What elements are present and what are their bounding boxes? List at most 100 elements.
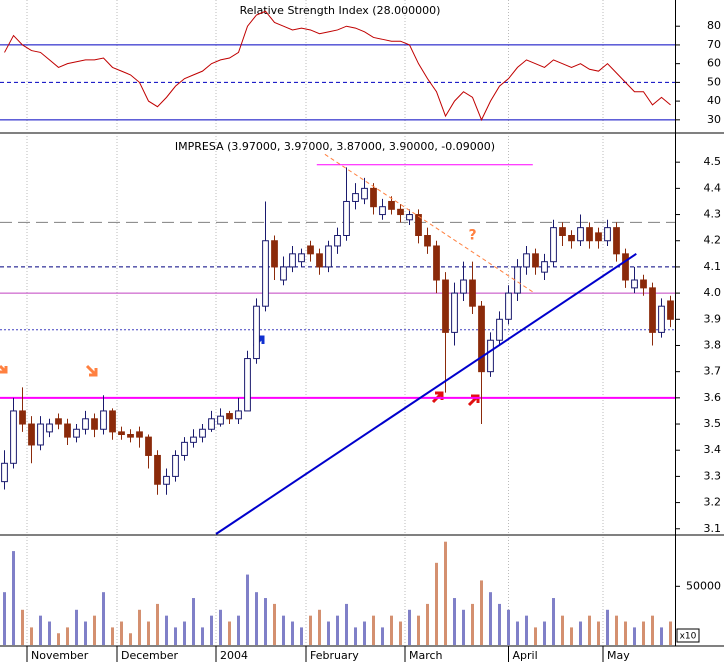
volume-bar xyxy=(48,621,51,645)
candle-body xyxy=(388,200,395,210)
volume-bar xyxy=(615,615,618,645)
scale-box xyxy=(676,628,700,643)
y-tick-label: 50000 xyxy=(686,579,721,592)
volume-bar xyxy=(516,621,519,645)
y-tick-label: 40 xyxy=(707,94,721,107)
rsi-line xyxy=(4,10,671,122)
volume-bar xyxy=(228,621,231,645)
volume-bar xyxy=(147,621,150,645)
volume-bar xyxy=(219,609,222,645)
y-tick-label: 4.1 xyxy=(704,260,722,273)
candle-body xyxy=(343,200,350,236)
volume-bar xyxy=(633,627,636,645)
candle-body xyxy=(559,227,566,236)
volume-bar xyxy=(210,615,213,645)
x-tick-label: February xyxy=(310,649,359,662)
y-tick-label: 3.4 xyxy=(704,443,722,456)
candle-body xyxy=(172,454,179,477)
volume-bar xyxy=(192,598,195,645)
candle-body xyxy=(415,214,422,236)
candle-body xyxy=(325,245,332,268)
y-tick-label: 3.1 xyxy=(704,522,722,535)
volume-bar xyxy=(237,615,240,645)
volume-bar xyxy=(336,615,339,645)
candle-body xyxy=(55,418,62,425)
volume-bar xyxy=(525,615,528,645)
volume-bar xyxy=(660,627,663,645)
candle-body xyxy=(532,253,539,268)
candle-body xyxy=(289,253,296,268)
candle-body xyxy=(469,279,476,307)
volume-bar xyxy=(138,609,141,645)
candle-body xyxy=(46,423,53,433)
candle-body xyxy=(631,279,638,289)
volume-bar xyxy=(318,609,321,645)
volume-bar xyxy=(21,609,24,645)
candle-body xyxy=(622,253,629,281)
volume-bar xyxy=(102,592,105,645)
candle-body xyxy=(460,279,467,294)
candle-body xyxy=(352,193,359,202)
volume-bar xyxy=(624,621,627,645)
volume-bar xyxy=(183,621,186,645)
candle-body xyxy=(271,240,278,268)
volume-bar xyxy=(246,574,249,645)
volume-bar xyxy=(426,603,429,645)
candle-body xyxy=(667,300,674,320)
volume-bar xyxy=(462,609,465,645)
y-tick-label: 4.4 xyxy=(704,181,722,194)
candle-body xyxy=(253,305,260,360)
y-tick-label: 3.2 xyxy=(704,496,722,509)
candle-body xyxy=(550,227,557,263)
volume-bar xyxy=(390,615,393,645)
volume-bar xyxy=(75,609,78,645)
volume-bar xyxy=(300,627,303,645)
volume-bar xyxy=(669,621,672,645)
candle-body xyxy=(37,423,44,446)
x-tick-label: April xyxy=(513,649,538,662)
candle-body xyxy=(145,436,152,456)
candle-body xyxy=(262,240,269,307)
volume-bar xyxy=(408,609,411,645)
volume-bar xyxy=(498,603,501,645)
volume-bar xyxy=(588,615,591,645)
candle-body xyxy=(244,358,251,412)
candle-body xyxy=(190,436,197,443)
candle-body xyxy=(298,253,305,263)
candle-body xyxy=(370,187,377,208)
volume-bar xyxy=(327,621,330,645)
volume-bar xyxy=(651,615,654,645)
candle-body xyxy=(505,292,512,320)
volume-bar xyxy=(561,615,564,645)
x-tick-label: December xyxy=(121,649,179,662)
y-tick-label: 3.8 xyxy=(704,338,722,351)
annotation: ? xyxy=(468,228,476,244)
volume-bar xyxy=(57,633,60,645)
volume-bar xyxy=(255,592,258,645)
candle-body xyxy=(478,305,485,373)
candle-body xyxy=(577,227,584,242)
volume-bar xyxy=(543,621,546,645)
volume-bar xyxy=(435,562,438,645)
candle-body xyxy=(307,245,314,255)
volume-bar xyxy=(570,627,573,645)
candle-body xyxy=(109,410,116,433)
y-tick-label: 80 xyxy=(707,19,721,32)
y-tick-label: 70 xyxy=(707,38,721,51)
volume-bar xyxy=(354,627,357,645)
candle-body xyxy=(118,431,125,436)
candle-body xyxy=(397,208,404,216)
candle-body xyxy=(127,434,134,438)
candle-body xyxy=(487,339,494,373)
candle-body xyxy=(640,279,647,289)
volume-bar xyxy=(291,621,294,645)
volume-bar xyxy=(309,615,312,645)
volume-bar xyxy=(507,609,510,645)
volume-bar xyxy=(417,615,420,645)
candle-body xyxy=(181,441,188,456)
volume-bar xyxy=(381,627,384,645)
y-tick-label: 4.5 xyxy=(704,155,722,168)
candle-body xyxy=(316,253,323,268)
